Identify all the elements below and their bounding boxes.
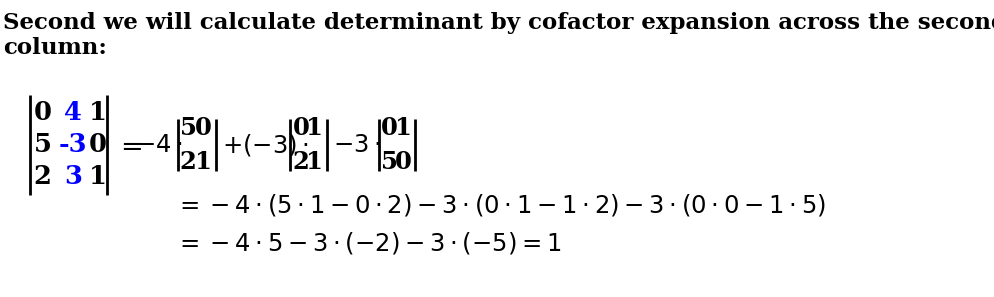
Text: column:: column:: [3, 37, 107, 59]
Text: 1: 1: [306, 116, 323, 140]
Text: 5: 5: [381, 150, 398, 174]
Text: 1: 1: [306, 150, 323, 174]
Text: $= -4\cdot5-3\cdot(-2)-3\cdot(-5)=1$: $= -4\cdot5-3\cdot(-2)-3\cdot(-5)=1$: [175, 230, 562, 256]
Text: 0: 0: [34, 100, 52, 126]
Text: 5: 5: [34, 132, 52, 157]
Text: 1: 1: [88, 165, 106, 189]
Text: 0: 0: [195, 116, 212, 140]
Text: $+(-3)\cdot$: $+(-3)\cdot$: [222, 132, 308, 158]
Text: 1: 1: [88, 100, 106, 126]
Text: 0: 0: [381, 116, 398, 140]
Text: -3: -3: [59, 132, 87, 157]
Text: 4: 4: [65, 100, 83, 126]
Text: 2: 2: [292, 150, 309, 174]
Text: Second we will calculate determinant by cofactor expansion across the second: Second we will calculate determinant by …: [3, 12, 994, 34]
Text: 0: 0: [292, 116, 309, 140]
Text: 1: 1: [395, 116, 412, 140]
Text: 2: 2: [180, 150, 197, 174]
Text: $= -4\cdot(5\cdot1-0\cdot2)-3\cdot(0\cdot1-1\cdot2)-3\cdot(0\cdot0-1\cdot5)$: $= -4\cdot(5\cdot1-0\cdot2)-3\cdot(0\cdo…: [175, 192, 826, 218]
Text: 1: 1: [195, 150, 212, 174]
Text: $-4\cdot$: $-4\cdot$: [135, 133, 183, 157]
Text: 0: 0: [395, 150, 412, 174]
Text: $-3\cdot$: $-3\cdot$: [333, 133, 381, 157]
Text: 2: 2: [34, 165, 52, 189]
Text: 3: 3: [65, 165, 83, 189]
Text: 5: 5: [180, 116, 197, 140]
Text: $=$: $=$: [115, 132, 142, 159]
Text: 0: 0: [88, 132, 106, 157]
